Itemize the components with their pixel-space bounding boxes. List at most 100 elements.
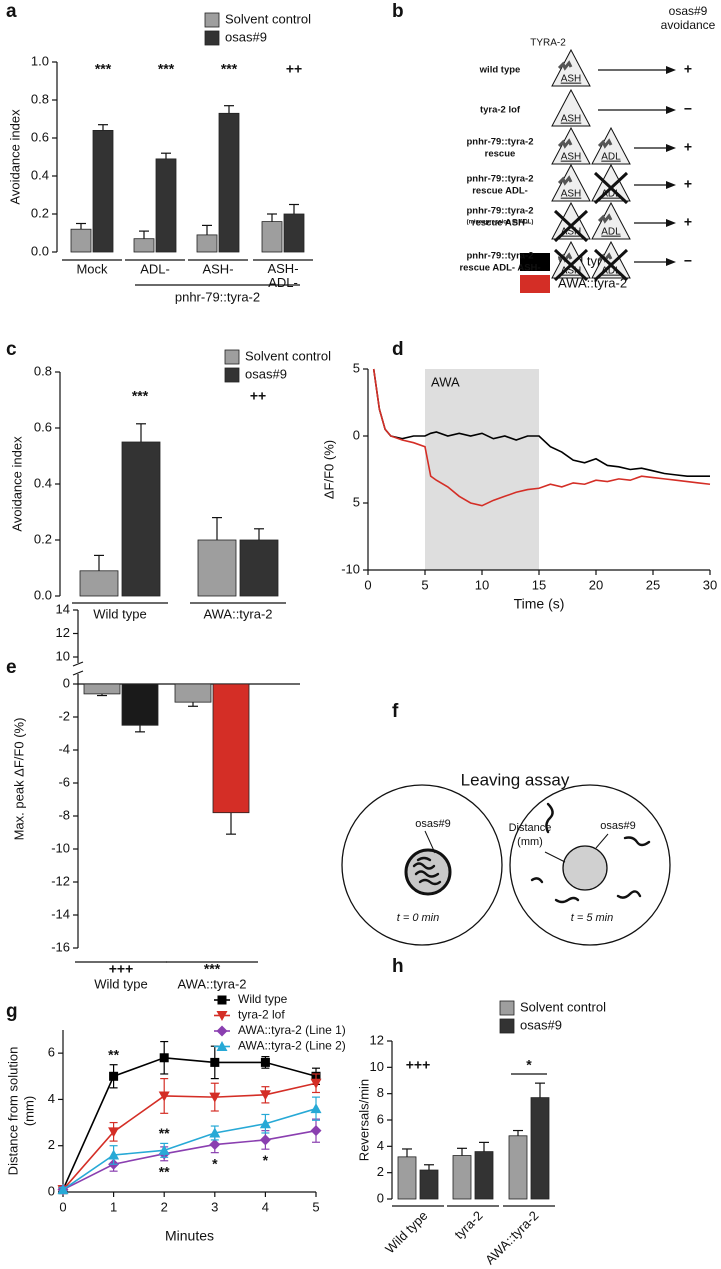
legend-label: AWA::tyra-2 — [558, 275, 627, 290]
arrow-head — [666, 258, 676, 266]
y-tick-label: -6 — [58, 774, 70, 789]
time-label: t = 0 min — [397, 912, 440, 924]
legend-swatch — [520, 275, 550, 293]
y-tick-label: 10 — [56, 648, 70, 663]
arrow-head — [666, 219, 676, 227]
legend-label: tyra-2 lof — [238, 1008, 285, 1022]
y-axis-label: Avoidance index — [9, 436, 24, 532]
marker — [209, 1139, 221, 1151]
solution-spot — [562, 845, 608, 891]
y-tick-label: 0 — [48, 1183, 55, 1198]
bar — [133, 238, 155, 253]
bar — [70, 228, 92, 253]
y-tick-label: -10 — [341, 561, 360, 576]
y-axis-label: Max. peak ΔF/F0 (%) — [11, 718, 26, 841]
annotation: * — [526, 1057, 532, 1073]
x-tick-label: Wild type — [382, 1208, 430, 1256]
x-tick-label: tyra-2 — [451, 1208, 485, 1242]
row-label: pnhr-79::tyra-2 — [466, 251, 533, 262]
y-tick-label: 0.4 — [31, 167, 49, 182]
y-tick-label: 10 — [370, 1059, 384, 1074]
y-tick-label: 0.2 — [34, 531, 52, 546]
bar — [196, 234, 218, 253]
bar — [397, 1156, 417, 1200]
x-tick-label: AWA::tyra-2 — [177, 976, 246, 991]
marker — [260, 1057, 270, 1067]
row-label: rescue ASH- — [472, 218, 528, 229]
marker — [209, 1092, 221, 1103]
bar — [83, 683, 121, 695]
annotation: * — [212, 1155, 218, 1171]
legend-swatch — [499, 1018, 515, 1034]
result: + — [684, 61, 692, 77]
y-tick-label: -4 — [58, 741, 70, 756]
panel-letter: b — [392, 1, 404, 22]
y-tick-label: 4 — [48, 1091, 55, 1106]
legend-swatch — [204, 30, 220, 46]
arrow-head — [666, 66, 676, 74]
annotation: *** — [204, 961, 221, 977]
line — [62, 1056, 317, 1191]
y-tick-label: 1.0 — [31, 53, 49, 68]
axis-break — [72, 670, 84, 676]
neuron — [551, 201, 591, 240]
panel-letter: g — [6, 1001, 18, 1022]
panel-letter: f — [392, 701, 399, 722]
x-tick-label: 4 — [262, 1199, 269, 1214]
bar — [121, 683, 159, 726]
neuron-label: ADL — [601, 227, 621, 238]
distance-label: (mm) — [517, 836, 543, 848]
neuron — [551, 240, 591, 279]
distance-label: Distance — [509, 822, 552, 834]
neuron — [551, 48, 591, 87]
stimulus-label: osas#9 — [600, 820, 635, 832]
result: + — [684, 139, 692, 155]
panel-letter: a — [6, 1, 17, 22]
legend-label: AWA::tyra-2 (Line 1) — [238, 1023, 346, 1037]
x-tick-label: 5 — [421, 577, 428, 592]
neuron — [551, 88, 591, 127]
row-label: wild type — [479, 65, 521, 76]
legend-swatch — [204, 12, 220, 28]
header: avoidance — [661, 18, 716, 32]
group-label: pnhr-79::tyra-2 — [175, 289, 260, 304]
y-axis-label: Avoidance index — [7, 109, 22, 205]
neuron-label: ASH — [561, 227, 582, 238]
legend-swatch — [499, 1000, 515, 1016]
y-tick-label: 0.6 — [34, 419, 52, 434]
neuron-label: ASH — [561, 266, 582, 277]
y-tick-label: 8 — [377, 1085, 384, 1100]
x-tick-label: 15 — [532, 577, 546, 592]
annotation: * — [263, 1152, 269, 1168]
neuron-label: ADL — [601, 152, 621, 163]
bar — [508, 1135, 528, 1200]
legend-label: osas#9 — [520, 1017, 562, 1032]
receptor — [557, 138, 573, 149]
result: − — [684, 101, 692, 117]
x-tick-label: ASH- — [202, 261, 233, 276]
marker — [259, 1134, 271, 1146]
protein-label: TYRA-2 — [530, 38, 566, 49]
bar — [239, 539, 279, 597]
neuron — [591, 163, 631, 202]
row-label: pnhr-79::tyra-2 — [466, 137, 533, 148]
x-tick-label: 0 — [59, 1199, 66, 1214]
bar — [474, 1151, 494, 1200]
arrow — [595, 833, 609, 849]
marker — [209, 1127, 221, 1138]
bar — [419, 1169, 439, 1200]
x-axis-label: Time (s) — [514, 596, 565, 612]
stimulus-shade — [425, 369, 539, 570]
line — [372, 368, 710, 477]
worms — [412, 802, 651, 904]
legend-label: Wild type — [238, 992, 288, 1006]
panel-letter: h — [392, 956, 404, 977]
x-tick-label: 1 — [110, 1199, 117, 1214]
x-tick-label: ASH-ADL- — [267, 261, 298, 290]
legend-swatch — [224, 367, 240, 383]
result: + — [684, 214, 692, 230]
x-tick-label: Wild type — [93, 606, 146, 621]
bar — [283, 213, 305, 253]
y-tick-label: 5 — [353, 360, 360, 375]
marker — [57, 1184, 69, 1195]
